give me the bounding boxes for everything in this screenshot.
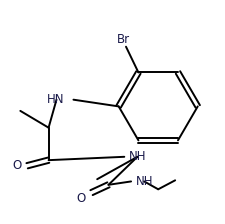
Text: NH: NH	[128, 150, 146, 163]
Text: HN: HN	[47, 93, 64, 106]
Text: O: O	[12, 159, 21, 172]
Text: O: O	[76, 192, 86, 205]
Text: NH: NH	[135, 175, 152, 188]
Text: Br: Br	[117, 32, 130, 45]
